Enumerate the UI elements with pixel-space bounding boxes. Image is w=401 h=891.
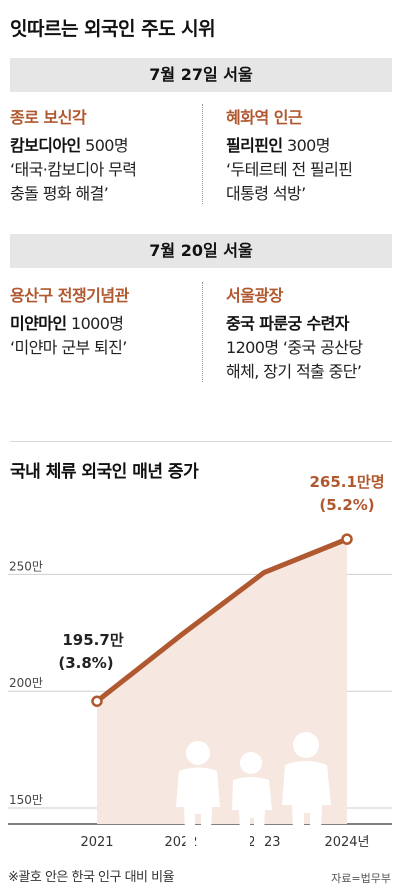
x-tick-label: 2024년 <box>324 835 369 850</box>
protest-group: 필리핀인 <box>226 136 283 155</box>
protest-demand-line: ‘미얀마 군부 퇴진’ <box>10 338 127 357</box>
page-title: 잇따르는 외국인 주도 시위 <box>10 18 216 40</box>
section-divider <box>10 441 392 442</box>
chart-title: 국내 체류 외국인 매년 증가 <box>10 462 199 482</box>
data-label-percent: (5.2%) <box>319 496 374 514</box>
protest-demand-line: 해체, 장기 적출 중단’ <box>226 362 362 381</box>
protest-location: 혜화역 인근 <box>226 108 303 127</box>
source-credit: 자료=법무부 <box>331 872 391 885</box>
protest-location: 서울광장 <box>226 286 283 305</box>
protest-count: 300명 <box>286 136 330 155</box>
protest-location: 용산구 전쟁기념관 <box>10 286 129 305</box>
people-silhouette-icon <box>176 732 331 857</box>
area-fill <box>97 539 347 824</box>
date-bar-july-20: 7월 20일 서울 <box>10 234 392 268</box>
data-point-marker <box>341 533 353 545</box>
data-label-value: 195.7만 <box>62 631 123 649</box>
protest-demand-line: 충돌 평화 해결’ <box>10 184 109 203</box>
protest-demand-line: ‘태국·캄보디아 무력 <box>10 160 137 179</box>
protest-demand-line: 대통령 석방’ <box>226 184 306 203</box>
protest-card-myanmar: 용산구 전쟁기념관 미얀마인 1000명 ‘미얀마 군부 퇴진’ <box>10 282 129 360</box>
protest-card-cambodian: 종로 보신각 캄보디아인 500명 ‘태국·캄보디아 무력 충돌 평화 해결’ <box>10 104 137 206</box>
protest-demand-line: 1200명 ‘중국 공산당 <box>226 338 363 357</box>
protest-count: 1000명 <box>70 314 124 333</box>
y-tick-label: 200만 <box>9 676 43 690</box>
protest-group: 미얀마인 <box>10 314 67 333</box>
protest-group: 캄보디아인 <box>10 136 81 155</box>
series-line <box>95 536 348 704</box>
data-label-percent: (3.8%) <box>58 654 113 672</box>
protest-card-filipino: 혜화역 인근 필리핀인 300명 ‘두테르테 전 필리핀 대통령 석방’ <box>226 104 353 206</box>
card-divider <box>202 104 203 204</box>
data-label-value: 265.1만명 <box>309 473 384 491</box>
data-point-marker <box>91 695 103 707</box>
y-tick-label: 250만 <box>9 559 43 573</box>
protest-demand-line: ‘두테르테 전 필리핀 <box>226 160 353 179</box>
y-tick-label: 150만 <box>9 793 43 807</box>
protest-location: 종로 보신각 <box>10 108 87 127</box>
footnote: ※괄호 안은 한국 인구 대비 비율 <box>8 870 175 885</box>
card-divider <box>202 282 203 382</box>
date-bar-july-27: 7월 27일 서울 <box>10 58 392 92</box>
protest-group: 중국 파룬궁 수련자 <box>226 314 350 333</box>
x-tick-label: 2023 <box>247 835 280 850</box>
protest-count: 500명 <box>85 136 128 155</box>
protest-card-falungong: 서울광장 중국 파룬궁 수련자 1200명 ‘중국 공산당 해체, 장기 적출 … <box>226 282 363 384</box>
x-tick-label: 2021 <box>80 835 113 850</box>
